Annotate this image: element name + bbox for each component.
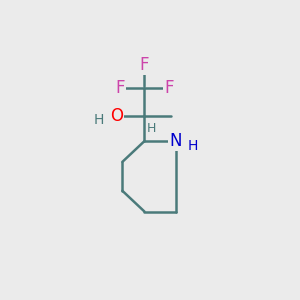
Text: H: H [147,122,157,135]
Text: O: O [110,107,123,125]
Text: F: F [140,56,149,74]
Text: H: H [94,113,104,127]
Text: H: H [188,139,198,153]
Text: F: F [115,79,125,97]
Text: N: N [169,132,182,150]
Text: F: F [164,79,174,97]
